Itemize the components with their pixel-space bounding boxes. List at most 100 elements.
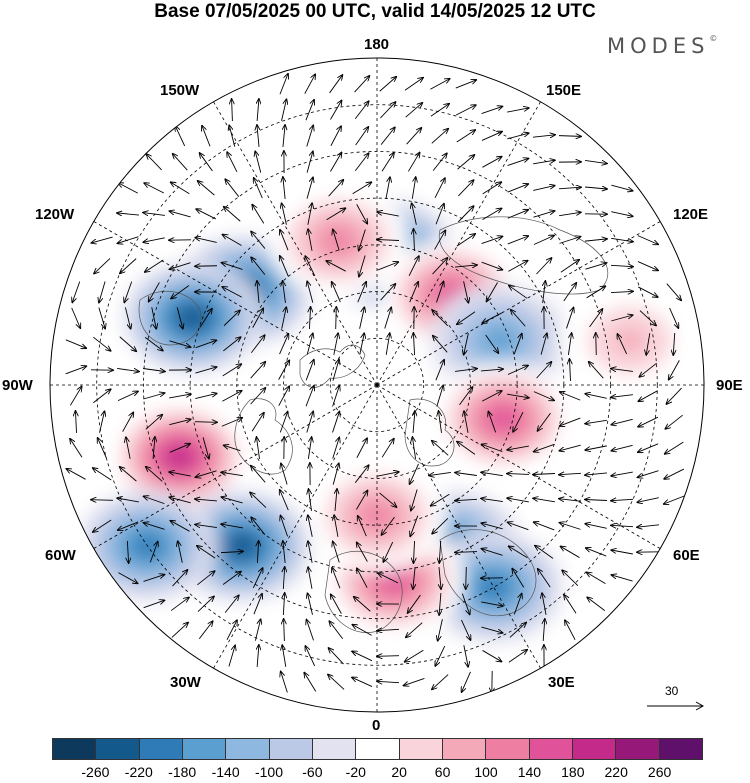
lon-label-90e: 90E — [716, 377, 743, 394]
wind-arrow — [432, 674, 449, 690]
wind-arrow — [413, 333, 414, 356]
wind-arrow — [533, 186, 554, 191]
wind-arrow — [585, 524, 607, 529]
wind-arrow — [481, 261, 503, 270]
wind-arrow — [195, 524, 217, 528]
wind-arrow — [413, 567, 415, 589]
wind-arrow — [328, 180, 344, 197]
colorbar-swatch — [571, 739, 616, 759]
wind-arrow — [220, 551, 243, 552]
wind-arrow — [586, 286, 606, 299]
wind-arrow — [377, 262, 398, 271]
wind-arrow — [257, 541, 258, 564]
colorbar-tick-label: -180 — [168, 764, 197, 780]
wind-arrow — [563, 283, 577, 302]
wind-arrow — [225, 179, 240, 197]
wind-arrow — [488, 412, 497, 433]
wind-arrow — [251, 231, 266, 249]
wind-arrow — [332, 568, 341, 589]
wind-arrow — [411, 489, 418, 510]
wind-arrow — [352, 182, 372, 195]
anomaly-contour — [379, 568, 410, 593]
wind-arrow — [221, 524, 243, 529]
wind-arrow — [229, 125, 236, 147]
wind-arrow — [250, 388, 266, 405]
wind-arrow — [169, 497, 191, 504]
wind-arrow — [221, 497, 243, 504]
latitude-circle — [329, 337, 425, 433]
wind-arrow — [611, 237, 633, 241]
wind-arrow — [507, 393, 529, 398]
wind-arrow — [304, 673, 317, 692]
wind-arrow — [173, 154, 188, 171]
colorbar-tick-label: -220 — [124, 764, 153, 780]
wind-arrow — [432, 310, 449, 327]
wind-arrow — [222, 572, 241, 585]
wind-arrow — [637, 261, 658, 271]
lon-label-150w: 150W — [160, 82, 200, 99]
wind-arrow — [481, 472, 503, 477]
wind-arrow — [283, 593, 284, 616]
colorbar-tick-label: 100 — [474, 764, 498, 780]
wind-arrow — [455, 265, 477, 267]
wind-arrow — [118, 572, 137, 584]
wind-arrow — [223, 310, 240, 326]
wind-arrow — [533, 160, 555, 165]
wind-arrow — [377, 212, 399, 217]
wind-arrow — [252, 308, 264, 328]
wind-arrow — [457, 311, 476, 325]
wind-arrow — [199, 309, 212, 328]
wind-arrow — [381, 153, 394, 172]
wind-arrow — [283, 567, 284, 590]
wind-arrow — [507, 184, 528, 193]
wind-arrow — [611, 550, 633, 555]
wind-arrow — [198, 621, 212, 639]
wind-arrow — [567, 333, 571, 355]
wind-arrow — [536, 258, 551, 275]
wind-arrow — [455, 105, 476, 116]
wind-arrow — [255, 151, 262, 173]
wind-vectors — [66, 74, 685, 693]
wind-arrow — [305, 386, 314, 407]
wind-arrow — [280, 256, 289, 277]
colorbar — [52, 738, 703, 760]
wind-arrow — [455, 499, 478, 500]
wind-arrow — [639, 310, 656, 326]
wind-arrow — [665, 441, 684, 454]
wind-arrow — [178, 541, 183, 563]
wind-arrow — [461, 593, 469, 615]
wind-arrow — [331, 594, 342, 614]
anomaly-contour — [478, 575, 509, 600]
wind-arrow — [256, 437, 260, 459]
wind-arrow — [439, 567, 441, 589]
wind-arrow — [281, 672, 288, 693]
wind-arrow — [306, 411, 313, 433]
wind-arrow — [126, 437, 131, 459]
wind-arrow — [507, 474, 530, 475]
wind-arrow — [646, 333, 651, 355]
wind-arrow — [93, 336, 110, 351]
colorbar-swatch — [311, 739, 356, 759]
wind-arrow — [385, 333, 390, 355]
wind-arrow — [304, 74, 315, 94]
wind-arrow — [481, 498, 503, 503]
wind-arrow — [379, 492, 397, 507]
meridian-line — [93, 384, 378, 549]
wind-arrow — [507, 498, 529, 503]
colorbar-swatch — [268, 739, 312, 759]
wind-arrow — [587, 572, 606, 584]
wind-arrow — [170, 521, 190, 532]
wind-arrow — [194, 422, 217, 423]
wind-arrow — [379, 77, 397, 92]
wind-arrow — [222, 391, 241, 402]
wind-arrow — [585, 394, 607, 399]
wind-arrow — [94, 258, 111, 273]
lon-label-180: 180 — [364, 36, 390, 53]
meridian-line — [376, 384, 661, 549]
colorbar-tick-label: -20 — [345, 764, 366, 780]
wind-arrow — [481, 236, 503, 245]
wind-arrow — [434, 178, 445, 199]
colorbar-swatch — [398, 739, 442, 759]
wind-arrow — [252, 568, 262, 589]
meridian-line — [93, 221, 378, 386]
